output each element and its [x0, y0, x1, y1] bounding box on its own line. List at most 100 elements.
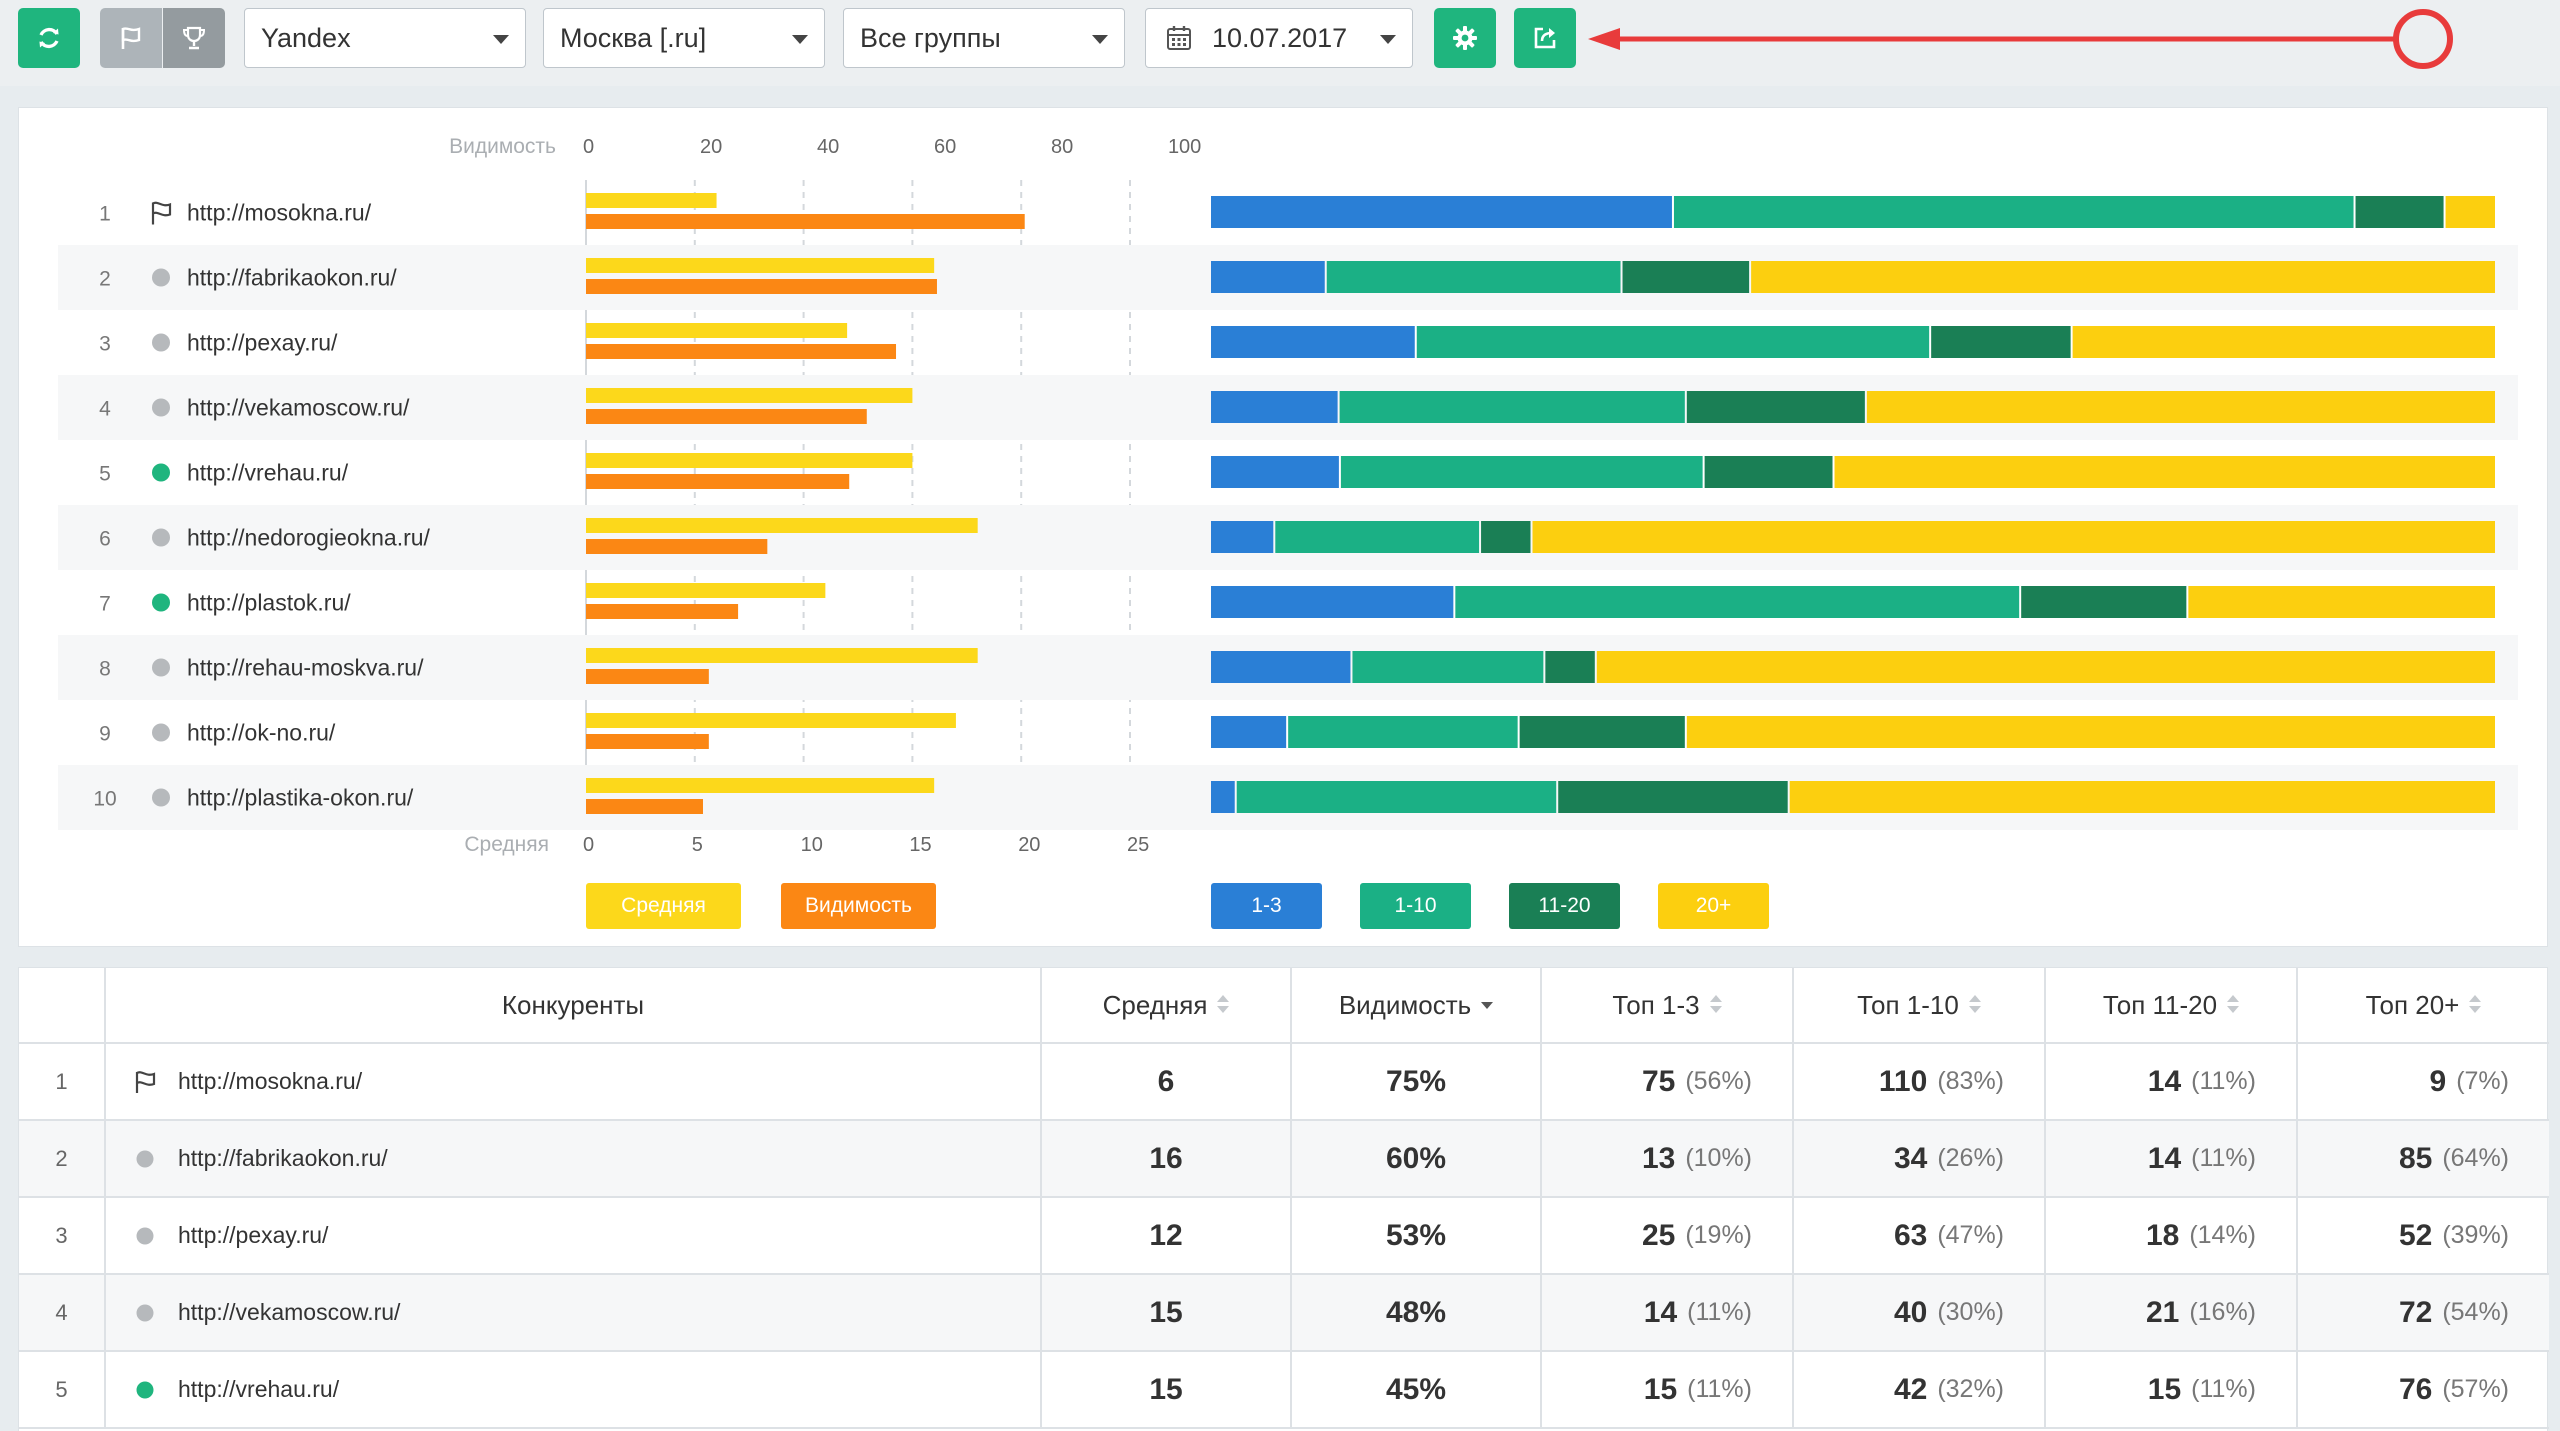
sort-icon[interactable]	[1217, 995, 1230, 1015]
row-index: 8	[99, 658, 111, 681]
row-index: 7	[99, 593, 111, 616]
refresh-icon	[39, 27, 59, 49]
sort-icon[interactable]	[2469, 995, 2482, 1015]
seg-top20plus	[2188, 586, 2495, 618]
row-index: 1	[55, 1068, 68, 1094]
header-top10[interactable]: Топ 1-10	[1792, 968, 2044, 1042]
gray-dot-icon	[134, 1304, 156, 1322]
header-avg-label: Средняя	[1102, 989, 1208, 1020]
header-top20[interactable]: Топ 11-20	[2044, 968, 2296, 1042]
seg-top10	[1673, 196, 2354, 228]
flag-icon	[121, 27, 141, 49]
seg-top20	[2355, 196, 2444, 228]
seg-top10	[1288, 716, 1518, 748]
cell-top20plus: 85 (64%)	[2296, 1121, 2549, 1196]
cell-top10: 40 (30%)	[1792, 1275, 2044, 1350]
axes: Видимость 0 20 40 60 80 100 Средняя 0 5 10 15 20 25	[449, 135, 1201, 856]
cell-top20: 18 (14%)	[2044, 1198, 2296, 1273]
region-select[interactable]: Москва [.ru]	[543, 8, 825, 68]
bar-visibility	[586, 279, 937, 294]
site-link[interactable]: http://vekamoscow.ru/	[178, 1299, 401, 1325]
site-link[interactable]: http://vrehau.ru/	[178, 1376, 340, 1402]
cell-top10-value: 42	[1893, 1372, 1928, 1406]
bar-visibility	[586, 409, 867, 424]
seg-top20	[1519, 716, 1685, 748]
sort-icon[interactable]	[2227, 995, 2240, 1015]
settings-button[interactable]	[1434, 8, 1496, 68]
date-picker[interactable]: 10.07.2017	[1145, 8, 1413, 68]
seg-top20plus	[1789, 781, 2495, 813]
green-dot-icon	[134, 1381, 156, 1399]
bottom-axis-tick: 20	[1018, 834, 1040, 856]
row-index: 4	[55, 1299, 68, 1325]
gray-dot-icon	[134, 1227, 156, 1245]
row-index: 9	[99, 723, 111, 746]
header-visibility[interactable]: Видимость	[1290, 968, 1540, 1042]
gray-dot-icon	[152, 333, 170, 352]
sort-icon[interactable]	[1968, 995, 1981, 1015]
cell-top20-percent: (16%)	[2189, 1298, 2256, 1326]
cell-top20plus-percent: (39%)	[2442, 1221, 2509, 1249]
row-site: http://vrehau.ru/	[187, 460, 349, 486]
bottom-axis-tick: 25	[1127, 834, 1149, 856]
header-top3[interactable]: Топ 1-3	[1540, 968, 1792, 1042]
seg-top20	[1686, 391, 1865, 423]
refresh-button[interactable]	[18, 8, 80, 68]
header-top3-label: Топ 1-3	[1612, 989, 1700, 1020]
sort-icon[interactable]	[1709, 995, 1722, 1015]
header-top20plus[interactable]: Топ 20+	[2296, 968, 2549, 1042]
site-link[interactable]: http://pexay.ru/	[178, 1222, 329, 1248]
row-index: 4	[99, 398, 111, 421]
cell-avg: 15	[1040, 1275, 1290, 1350]
seg-top20plus	[1532, 521, 2495, 553]
row-site: http://pexay.ru/	[187, 330, 338, 356]
table-row: 4 http://vekamoscow.ru/15 48% 14 (11%) 40 (30%…	[19, 1275, 2549, 1352]
cell-top20plus-value: 52	[2398, 1218, 2433, 1252]
flag-filter-button[interactable]	[100, 8, 162, 68]
search-engine-value: Yandex	[261, 23, 351, 53]
legend-visibility[interactable]: Видимость	[781, 883, 936, 929]
legend-avg[interactable]: Средняя	[586, 883, 741, 929]
row-site: http://rehau-moskva.ru/	[187, 655, 424, 681]
legend-top20[interactable]: 11-20	[1509, 883, 1620, 929]
row-index: 5	[99, 463, 111, 486]
legend-top3-label: 1-3	[1251, 894, 1282, 917]
top-axis-tick: 100	[1168, 136, 1201, 158]
search-engine-select[interactable]: Yandex	[244, 8, 526, 68]
cell-top20plus-value: 72	[2398, 1295, 2433, 1329]
row-site: http://vekamoscow.ru/	[187, 395, 410, 421]
row-index: 2	[99, 268, 111, 291]
sort-desc-icon[interactable]	[1481, 995, 1494, 1015]
cell-top20-value: 14	[2147, 1141, 2182, 1175]
legend-top20plus[interactable]: 20+	[1658, 883, 1769, 929]
cell-top10-percent: (26%)	[1937, 1144, 2004, 1172]
cell-top20plus: 9 (7%)	[2296, 1044, 2549, 1119]
bar-avg	[586, 583, 826, 598]
cell-top20plus-value: 85	[2398, 1141, 2433, 1175]
cell-top20plus: 76 (57%)	[2296, 1352, 2549, 1427]
export-button[interactable]	[1514, 8, 1576, 68]
header-avg[interactable]: Средняя	[1040, 968, 1290, 1042]
cell-visibility: 48%	[1290, 1275, 1540, 1350]
bottom-axis-tick: 0	[583, 834, 594, 856]
date-value: 10.07.2017	[1212, 23, 1348, 53]
top-axis-tick: 80	[1051, 136, 1073, 158]
site-link[interactable]: http://fabrikaokon.ru/	[178, 1145, 388, 1171]
row-site: http://ok-no.ru/	[187, 720, 336, 746]
legend-top3[interactable]: 1-3	[1211, 883, 1322, 929]
seg-top20	[1622, 261, 1750, 293]
site-link[interactable]: http://mosokna.ru/	[178, 1068, 363, 1094]
row-index: 1	[99, 203, 111, 226]
seg-top3	[1211, 651, 1351, 683]
seg-top3	[1211, 391, 1338, 423]
legend-top10[interactable]: 1-10	[1360, 883, 1471, 929]
row-index: 5	[55, 1376, 68, 1402]
calendar-icon	[1167, 26, 1191, 50]
trophy-filter-button[interactable]	[163, 8, 225, 68]
bar-visibility	[586, 344, 897, 359]
chart-rows: 1 http://mosokna.ru/2 http://fabrikaokon.r…	[58, 193, 2518, 830]
group-select[interactable]: Все группы	[843, 8, 1125, 68]
cell-top3-percent: (10%)	[1685, 1144, 1752, 1172]
group-value: Все группы	[860, 23, 1001, 53]
cell-top20plus-percent: (54%)	[2442, 1298, 2509, 1326]
